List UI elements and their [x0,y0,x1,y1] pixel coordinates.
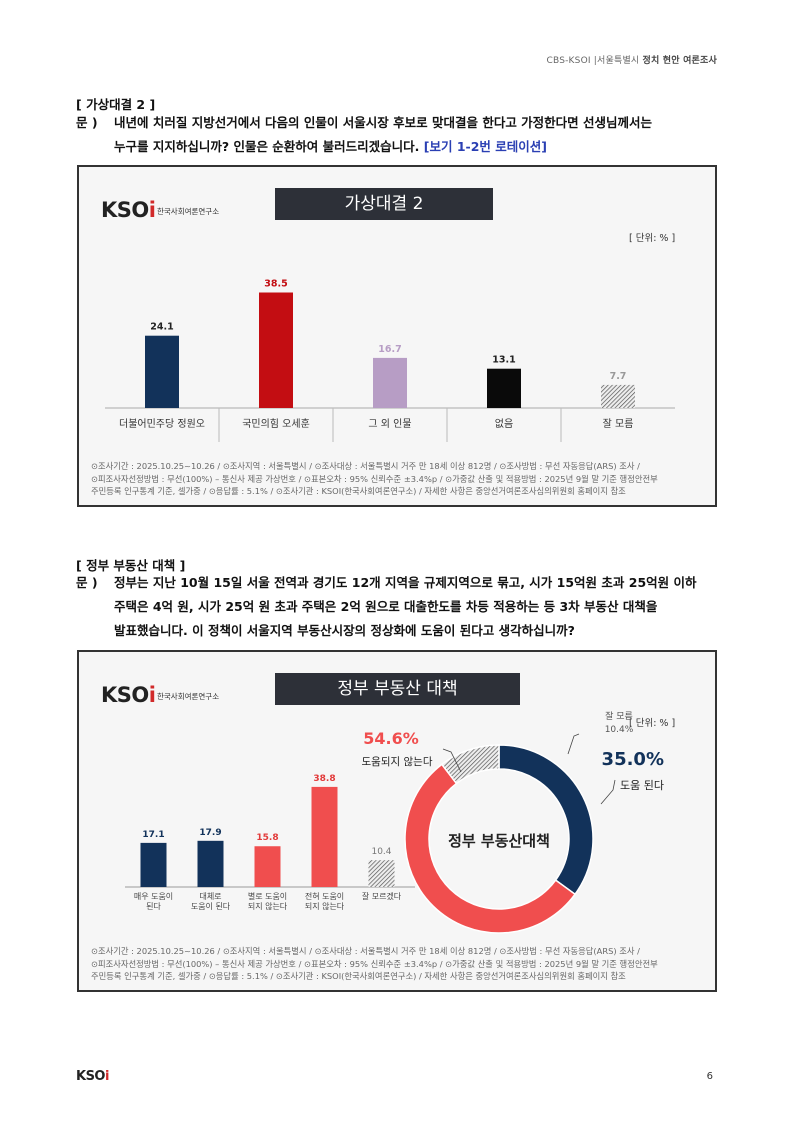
survey-note-line: 주민등록 인구통계 기준, 셀가중 / ⊙응답률 : 5.1% / ⊙조사기관 … [91,971,626,981]
category-label: 되지 않는다 [305,902,345,911]
survey-note-line: ⊙피조사자선정방법 : 무선(100%) – 통신사 제공 가상번호 / ⊙표본… [91,958,658,969]
bar [373,357,407,408]
survey-note-line: ⊙피조사자선정방법 : 무선(100%) – 통신사 제공 가상번호 / ⊙표본… [91,473,658,484]
question-line: 주택은 4억 원, 시가 25억 원 초과 주택은 2억 원으로 대출한도를 차… [114,599,658,614]
slice-name-label: 잘 모름 [605,710,633,722]
rotation-note: [보기 1-2번 로테이션] [423,139,547,154]
donut-slice [440,744,500,785]
bar [311,786,338,887]
ksoi-logo-sub: 한국사회여론연구소 [157,692,220,701]
data-label: 17.1 [142,830,164,840]
category-label: 그 외 인물 [368,418,411,430]
section1-heading: [ 가상대결 2 ] [76,97,156,112]
bar [487,368,521,408]
ksoi-logo-sub: 한국사회여론연구소 [157,207,220,216]
leader-line [567,733,580,755]
category-label: 잘 모르겠다 [362,891,402,901]
category-label: 되지 않는다 [248,902,288,911]
bar-chart-matchup: 24.1 더불어민주당 정원오 38.5 국민의힘 오세훈 16.7 그 외 인물 13.1… [105,279,675,442]
unit-label: [ 단위: % ] [629,233,676,244]
header-org: CBS-KSOI [546,56,591,66]
question-line: 내년에 치러질 지방선거에서 다음의 인물이 서울시장 후보로 맞대결을 한다고… [114,115,653,130]
page-number: 6 [706,1071,713,1082]
category-label: 도움이 된다 [191,901,231,911]
slice-percent-label: 10.4% [605,725,634,735]
question-label: 문 ) [76,115,98,130]
survey-note: ⊙조사기간 : 2025.10.25~10.26 / ⊙조사지역 : 서울특별시… [91,460,658,498]
unit-label: [ 단위: % ] [629,718,676,729]
data-label: 13.1 [492,355,515,366]
section1-question: 문 ) 내년에 치러질 지방선거에서 다음의 인물이 서울시장 후보로 맞대결을… [76,111,726,159]
question-line: 발표했습니다. 이 정책이 서울지역 부동산시장의 정상화에 도움이 된다고 생… [114,623,575,638]
category-label: 된다 [146,901,161,911]
chart-panel-matchup: KSOi 한국사회여론연구소 가상대결 2 [ 단위: % ] 24.1 더불어민… [77,165,717,507]
category-label: 전혀 도움이 [305,891,344,901]
data-label: 15.8 [256,833,278,843]
bar [145,335,179,408]
question-line: 정부는 지난 10월 15일 서울 전역과 경기도 12개 지역을 규제지역으로… [114,575,697,590]
donut-slice [498,744,594,896]
slice-name-label: 도움 된다 [620,779,664,792]
bar [140,842,167,887]
category-label: 없음 [495,417,513,430]
question-line: 누구를 지지하십니까? 인물은 순환하여 불러드리겠습니다. [114,139,420,154]
question-label: 문 ) [76,575,98,590]
slice-name-label: 도움되지 않는다 [362,756,433,768]
donut-center-label: 정부 부동산대책 [448,832,550,850]
section2-question: 문 ) 정부는 지난 10월 15일 서울 전역과 경기도 12개 지역을 규제… [76,571,726,643]
data-label: 16.7 [378,344,401,355]
data-label: 38.8 [313,774,335,784]
bar [368,860,395,887]
category-label: 대체로 [199,891,221,901]
data-label: 7.7 [610,371,627,382]
donut-chart-policy: 정부 부동산대책 35.0% 도움 된다 54.6% 도움되지 않는다 잘 모름 10.4% [362,710,664,934]
category-label: 더불어민주당 정원오 [119,418,205,430]
chart-panel-policy: KSOi 한국사회여론연구소 정부 부동산 대책 [ 단위: % ] 17.1 매… [77,650,717,992]
category-label: 잘 모름 [603,418,634,430]
data-label: 24.1 [150,322,173,333]
header-topic: 정치 현안 여론조사 [642,56,717,66]
bar [259,292,293,408]
bar [601,384,635,408]
ksoi-logo: KSOi [101,198,156,222]
slice-percent-label: 54.6% [363,729,419,748]
category-label: 매우 도움이 [134,891,173,901]
chart-title: 가상대결 2 [275,188,493,220]
footer-logo: KSOi [76,1069,109,1084]
survey-note: ⊙조사기간 : 2025.10.25~10.26 / ⊙조사지역 : 서울특별시… [91,945,658,983]
data-label: 10.4 [371,847,391,857]
data-label: 17.9 [199,828,221,838]
survey-note-line: 주민등록 인구통계 기준, 셀가중 / ⊙응답률 : 5.1% / ⊙조사기관 … [91,486,626,496]
survey-note-line: ⊙조사기간 : 2025.10.25~10.26 / ⊙조사지역 : 서울특별시… [91,946,640,956]
slice-percent-label: 35.0% [602,749,664,770]
category-label: 국민의힘 오세훈 [242,417,310,430]
category-label: 별로 도움이 [248,891,287,901]
bar [254,846,281,887]
leader-line [442,748,462,773]
survey-note-line: ⊙조사기간 : 2025.10.25~10.26 / ⊙조사지역 : 서울특별시… [91,461,640,471]
data-label: 38.5 [264,279,287,290]
chart-title: 정부 부동산 대책 [275,673,520,705]
leader-line [600,779,616,805]
bar [197,840,224,887]
header-region: 서울특별시 [597,56,640,66]
donut-slice [404,763,577,934]
section2-heading: [ 정부 부동산 대책 ] [76,558,186,573]
page-header: CBS-KSOI |서울특별시 정치 현안 여론조사 [546,56,717,66]
ksoi-logo: KSOi [101,683,156,707]
